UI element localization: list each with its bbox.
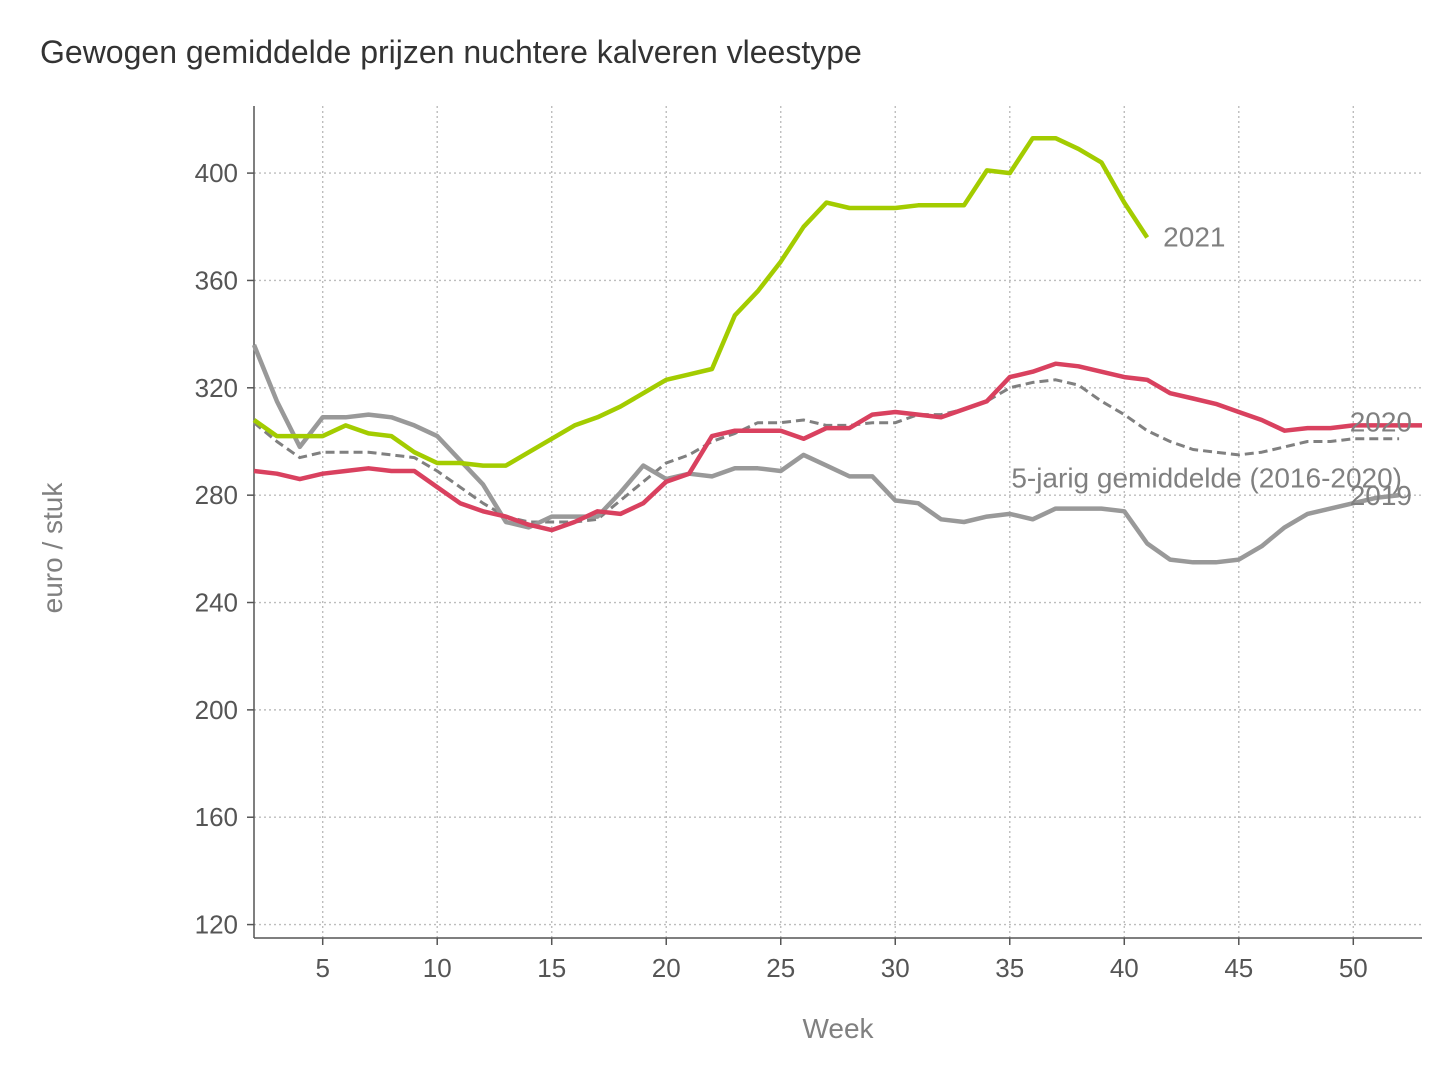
series-line-5-jarig-gemiddelde-2016-2020-: [253, 378, 1400, 524]
y-tick-label-120: 120: [195, 910, 238, 940]
series-label-2021: 2021: [1163, 222, 1225, 253]
axes: 120 160 200 240 280 320 360 400 5 10 15 20 25 30 35 40 4…: [195, 106, 1422, 983]
series-label-5yr-average: 5-jarig gemiddelde (2016-2020): [1011, 463, 1402, 494]
y-tick-label-360: 360: [195, 265, 238, 295]
y-tick-label-280: 280: [195, 480, 238, 510]
y-tick-label-320: 320: [195, 373, 238, 403]
y-axis-title: euro / stuk: [37, 482, 68, 614]
x-tick-label-5: 5: [315, 953, 329, 983]
x-axis-title: Week: [802, 1013, 874, 1044]
series-lines: [251, 135, 1423, 565]
x-tick-label-10: 10: [423, 953, 452, 983]
y-tick-label-240: 240: [195, 588, 238, 618]
x-tick-label-35: 35: [995, 953, 1024, 983]
x-tick-label-20: 20: [652, 953, 681, 983]
series-line-2020: [253, 361, 1422, 533]
chart-title: Gewogen gemiddelde prijzen nuchtere kalv…: [40, 34, 862, 70]
x-tick-label-45: 45: [1224, 953, 1253, 983]
series-line-2021: [252, 135, 1150, 468]
grid-lines: [254, 106, 1422, 938]
series-labels: 2021 2020 5-jarig gemiddelde (2016-2020)…: [1011, 222, 1412, 512]
x-tick-label-30: 30: [881, 953, 910, 983]
series-label-2019: 2019: [1350, 480, 1412, 511]
series-label-2020: 2020: [1350, 406, 1412, 437]
x-tick-label-50: 50: [1339, 953, 1368, 983]
y-tick-label-160: 160: [195, 802, 238, 832]
series-line-2019: [251, 344, 1400, 565]
y-tick-label-400: 400: [195, 158, 238, 188]
x-tick-label-25: 25: [766, 953, 795, 983]
x-tick-label-40: 40: [1110, 953, 1139, 983]
y-tick-label-200: 200: [195, 695, 238, 725]
x-tick-label-15: 15: [537, 953, 566, 983]
